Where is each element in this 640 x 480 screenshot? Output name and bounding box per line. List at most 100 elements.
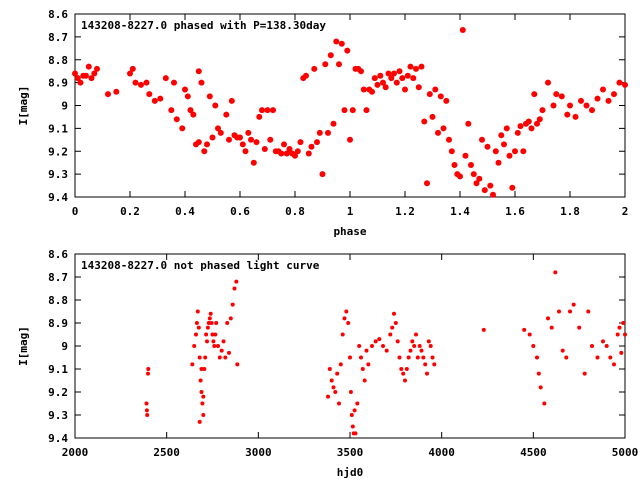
data-point <box>348 390 353 394</box>
data-point <box>501 141 507 148</box>
data-point <box>337 401 341 406</box>
data-point <box>267 136 274 143</box>
data-point <box>305 150 312 157</box>
data-point <box>406 355 411 360</box>
data-point <box>228 97 235 104</box>
data-point <box>621 321 626 325</box>
x-tick-label: 1.2 <box>395 205 415 218</box>
data-point <box>326 394 330 399</box>
data-point <box>322 61 329 68</box>
data-point <box>528 125 535 132</box>
data-point <box>253 139 260 146</box>
data-point <box>358 68 364 75</box>
data-point <box>187 107 194 114</box>
y-tick-label: 9 <box>61 340 68 353</box>
data-point <box>316 129 323 136</box>
data-point <box>560 348 565 353</box>
data-point <box>207 316 212 321</box>
y-tick-label: 9.4 <box>48 432 68 445</box>
x-tick-label: 4500 <box>520 446 547 459</box>
data-point <box>199 390 204 394</box>
data-point <box>264 107 271 114</box>
data-point <box>338 40 345 47</box>
data-point <box>214 321 219 325</box>
data-point <box>83 72 89 79</box>
data-point <box>421 118 428 125</box>
data-point <box>190 111 197 118</box>
data-point <box>179 125 186 132</box>
data-point <box>443 97 450 104</box>
data-point <box>413 65 419 72</box>
data-point <box>171 79 177 86</box>
y-tick-label: 8.6 <box>48 248 68 261</box>
data-point <box>583 102 590 109</box>
data-point <box>261 146 268 152</box>
data-point <box>217 355 222 360</box>
data-point <box>146 91 153 98</box>
data-point <box>212 344 217 348</box>
y-tick-label: 9.2 <box>48 145 68 158</box>
y-tick-label: 9.3 <box>48 168 68 181</box>
data-point <box>437 93 444 100</box>
data-point <box>419 348 424 353</box>
y-tick-label: 9.1 <box>48 363 68 376</box>
data-point <box>346 321 351 325</box>
x-tick-label: 0.4 <box>175 205 195 218</box>
data-point <box>535 355 539 360</box>
data-point <box>146 367 151 371</box>
data-point <box>539 107 546 114</box>
data-point <box>340 332 345 337</box>
x-tick-label: 2000 <box>62 446 89 459</box>
data-point <box>286 146 293 152</box>
data-point <box>201 148 208 155</box>
data-point <box>206 321 211 325</box>
data-point <box>314 139 320 146</box>
data-point <box>209 134 216 141</box>
data-point <box>74 75 81 82</box>
data-point <box>363 107 370 114</box>
data-point <box>144 401 149 406</box>
data-point <box>232 286 237 291</box>
data-point <box>423 362 428 367</box>
data-point <box>151 97 158 104</box>
data-point <box>382 84 389 91</box>
data-point <box>223 355 228 360</box>
unphased-chart-title: 143208-8227.0 not phased light curve <box>81 259 320 272</box>
data-point <box>338 362 343 367</box>
data-point <box>446 136 452 143</box>
data-point <box>568 309 572 314</box>
data-point <box>227 350 231 355</box>
data-point <box>319 171 326 178</box>
data-point <box>414 332 418 337</box>
y-tick-label: 8.7 <box>48 31 68 44</box>
data-point <box>195 68 202 75</box>
x-tick-label: 1.4 <box>450 205 470 218</box>
data-point <box>213 332 218 337</box>
data-point <box>545 79 551 86</box>
data-point <box>503 125 510 132</box>
data-point <box>198 79 205 86</box>
data-point <box>208 311 213 316</box>
data-point <box>143 79 150 86</box>
data-point <box>391 70 397 77</box>
unphased-y-axis-label: I[mag] <box>17 326 30 366</box>
data-point <box>415 355 420 360</box>
data-point <box>522 327 527 332</box>
data-point <box>408 348 413 353</box>
data-point <box>333 390 338 394</box>
y-tick-label: 8.8 <box>48 294 68 307</box>
data-point <box>462 152 469 159</box>
data-point <box>401 371 406 376</box>
data-point <box>234 279 239 284</box>
x-tick-label: 0.2 <box>120 205 140 218</box>
data-point <box>201 413 206 417</box>
data-point <box>506 152 513 159</box>
data-point <box>270 107 276 114</box>
data-point <box>619 350 624 355</box>
data-point <box>531 91 538 98</box>
data-point <box>476 175 483 182</box>
data-point <box>385 70 392 77</box>
data-point <box>219 348 224 353</box>
data-point <box>595 355 600 360</box>
